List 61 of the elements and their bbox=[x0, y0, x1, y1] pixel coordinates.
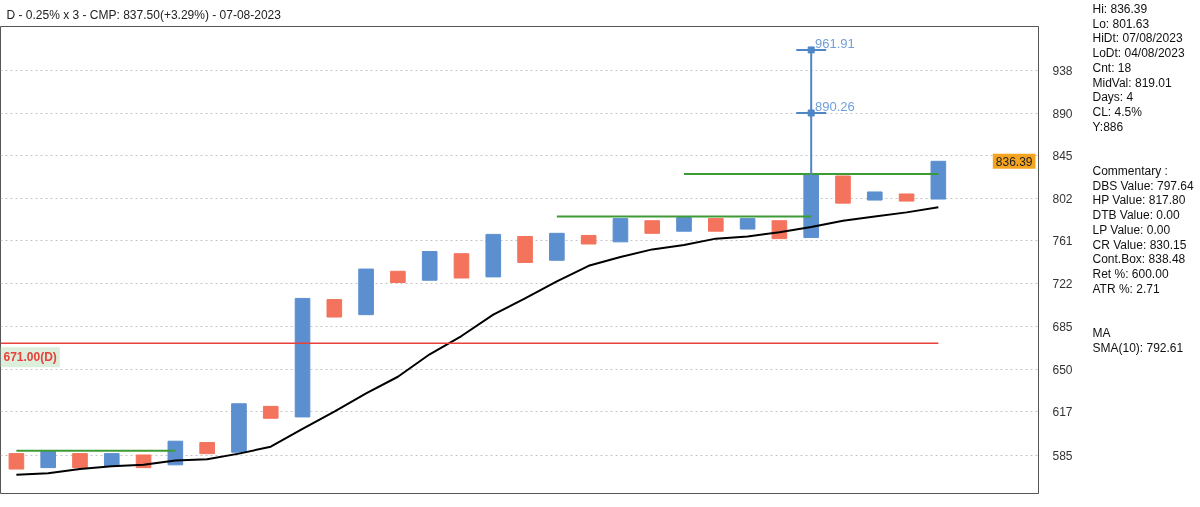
bar bbox=[644, 220, 661, 234]
text: 836.39 bbox=[995, 154, 1033, 169]
bar bbox=[517, 236, 533, 263]
bar bbox=[358, 268, 374, 316]
bar bbox=[103, 453, 120, 467]
text: LP Value: 0.00 bbox=[1092, 222, 1171, 237]
text: MA bbox=[1092, 325, 1111, 340]
bar bbox=[262, 405, 279, 419]
chart-title: D - 0.25% x 3 - CMP: 837.50(+3.29%) - 07-08-2023 bbox=[6, 7, 282, 22]
text: Commentary : bbox=[1092, 163, 1168, 178]
text: CR Value: 830.15 bbox=[1092, 237, 1187, 252]
bar bbox=[199, 442, 215, 455]
text: DBS Value: 797.64 bbox=[1092, 178, 1195, 193]
bar bbox=[390, 270, 406, 283]
text: Y:886 bbox=[1092, 119, 1124, 134]
text: LoDt: 04/08/2023 bbox=[1092, 46, 1185, 61]
y-tick-label: 685 bbox=[1052, 319, 1073, 334]
text: Cont.Box: 838.48 bbox=[1092, 252, 1186, 267]
bar bbox=[866, 191, 883, 201]
y-tick-label: 722 bbox=[1052, 277, 1073, 292]
bar bbox=[294, 297, 311, 418]
bar bbox=[40, 450, 56, 469]
y-tick-label: 938 bbox=[1052, 63, 1073, 78]
bar bbox=[708, 218, 724, 232]
y-tick-label: 761 bbox=[1052, 234, 1073, 249]
bar bbox=[485, 233, 502, 278]
bar bbox=[453, 253, 470, 279]
y-tick-label: 617 bbox=[1052, 405, 1073, 420]
y-tick-label: 890 bbox=[1052, 106, 1073, 121]
data-label: 961.91 bbox=[815, 35, 855, 51]
text: Cnt: 18 bbox=[1092, 60, 1132, 75]
text: Days: 4 bbox=[1092, 90, 1134, 105]
bar bbox=[231, 403, 247, 453]
text: HP Value: 817.80 bbox=[1092, 193, 1186, 208]
bar bbox=[421, 251, 438, 281]
y-tick-label: 585 bbox=[1052, 448, 1073, 463]
ref-line-label: 671.00(D) bbox=[3, 350, 57, 365]
bar bbox=[898, 193, 915, 202]
bar bbox=[580, 234, 597, 245]
bar bbox=[676, 217, 692, 232]
text: Hi: 836.39 bbox=[1092, 1, 1148, 16]
text: SMA(10): 792.61 bbox=[1092, 340, 1184, 355]
y-tick-label: 650 bbox=[1052, 362, 1073, 377]
text: DTB Value: 0.00 bbox=[1092, 208, 1180, 223]
text: HiDt: 07/08/2023 bbox=[1092, 31, 1183, 46]
bar bbox=[612, 218, 629, 243]
y-tick-label: 802 bbox=[1052, 191, 1073, 206]
text: ATR %: 2.71 bbox=[1092, 281, 1160, 296]
bar bbox=[8, 453, 25, 470]
text: CL: 4.5% bbox=[1092, 105, 1143, 120]
data-label: 890.26 bbox=[815, 98, 855, 114]
y-tick-label: 845 bbox=[1052, 148, 1073, 163]
text: MidVal: 819.01 bbox=[1092, 75, 1172, 90]
bar bbox=[930, 160, 947, 200]
bar bbox=[835, 175, 851, 204]
text: Lo: 801.63 bbox=[1092, 16, 1150, 31]
bar bbox=[739, 218, 756, 230]
bar bbox=[326, 299, 343, 318]
bar bbox=[72, 453, 88, 469]
bar bbox=[549, 232, 565, 261]
text: Ret %: 600.00 bbox=[1092, 267, 1169, 282]
